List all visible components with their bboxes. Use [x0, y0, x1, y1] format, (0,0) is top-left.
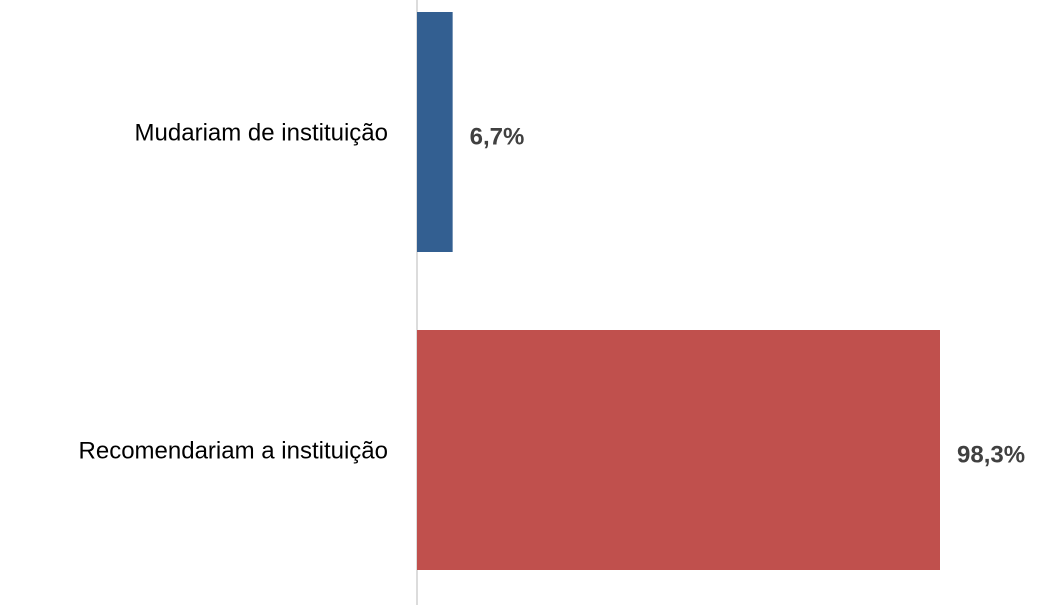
- bar: [417, 330, 940, 570]
- value-label: 98,3%: [957, 441, 1025, 468]
- category-label: Recomendariam a instituição: [79, 437, 388, 464]
- bar: [417, 12, 453, 252]
- category-label: Mudariam de instituição: [135, 119, 388, 146]
- value-label: 6,7%: [470, 123, 525, 150]
